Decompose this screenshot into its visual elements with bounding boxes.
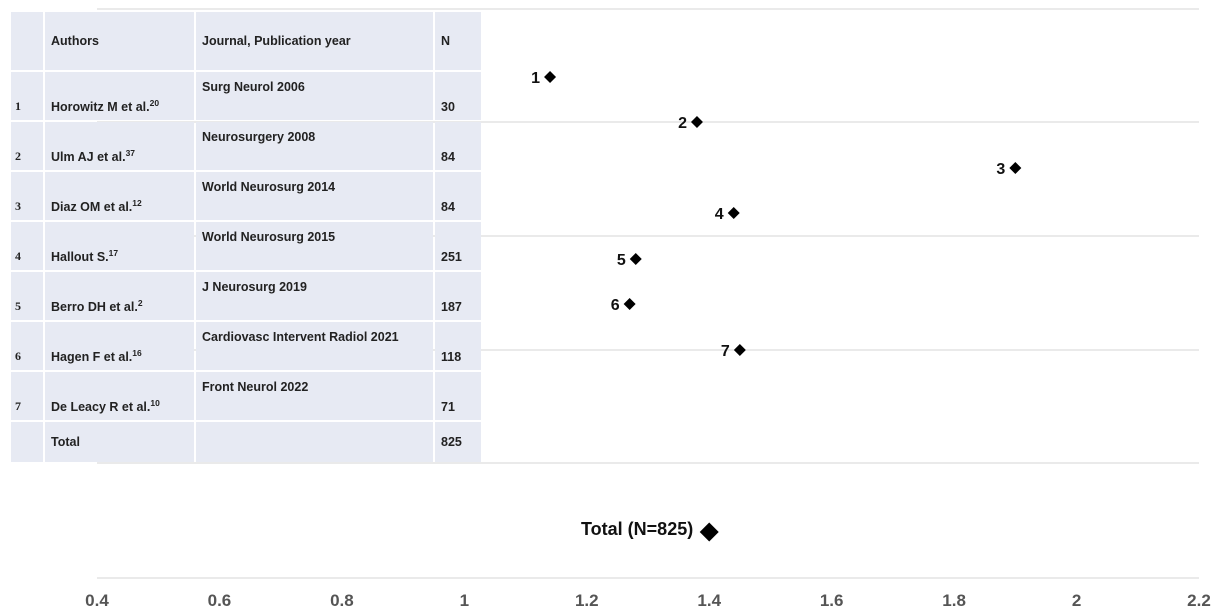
study-marker — [544, 71, 557, 83]
row-index: 1 — [11, 72, 43, 120]
row-index: 4 — [11, 222, 43, 270]
reference-number: 37 — [125, 147, 136, 158]
row-author: De Leacy R et al.10 — [45, 372, 194, 420]
study-table: Authors Journal, Publication year N 1 Hor… — [9, 10, 483, 464]
row-index: 6 — [11, 322, 43, 370]
row-journal: Neurosurgery 2008 — [196, 122, 433, 170]
x-tick-label: 2 — [1072, 591, 1081, 610]
study-marker — [629, 253, 642, 265]
study-marker-label: 1 — [531, 70, 540, 87]
study-marker — [690, 116, 703, 128]
total-journal — [196, 422, 433, 462]
study-marker-label: 6 — [611, 297, 620, 314]
total-point-group: Total (N=825) — [581, 519, 719, 542]
study-marker — [733, 344, 746, 356]
row-n: 118 — [435, 322, 481, 370]
study-marker — [727, 207, 740, 219]
row-journal: World Neurosurg 2014 — [196, 172, 433, 220]
row-author: Ulm AJ et al.37 — [45, 122, 194, 170]
table-row: 2 Ulm AJ et al.37 Neurosurgery 2008 84 — [11, 122, 481, 170]
x-tick-label: 2.2 — [1187, 591, 1211, 610]
x-tick-label: 0.6 — [208, 591, 232, 610]
table-total-row: Total 825 — [11, 422, 481, 462]
row-journal: World Neurosurg 2015 — [196, 222, 433, 270]
table-row: 4 Hallout S.17 World Neurosurg 2015 251 — [11, 222, 481, 270]
author-name: Diaz OM et al. — [51, 200, 133, 214]
reference-number: 20 — [149, 97, 160, 108]
x-tick-label: 1.8 — [942, 591, 966, 610]
author-name: Berro DH et al. — [51, 300, 138, 314]
row-n: 71 — [435, 372, 481, 420]
table-row: 3 Diaz OM et al.12 World Neurosurg 2014 84 — [11, 172, 481, 220]
study-marker-label: 3 — [996, 161, 1005, 178]
header-journal: Journal, Publication year — [196, 12, 433, 70]
row-author: Diaz OM et al.12 — [45, 172, 194, 220]
reference-number: 12 — [132, 197, 142, 208]
row-journal: Front Neurol 2022 — [196, 372, 433, 420]
row-journal: Cardiovasc Intervent Radiol 2021 — [196, 322, 433, 370]
total-marker-label: Total (N=825) — [581, 519, 693, 539]
x-tick-label: 0.4 — [85, 591, 109, 610]
study-marker-label: 7 — [721, 343, 730, 360]
header-n: N — [435, 12, 481, 70]
row-author: Berro DH et al.2 — [45, 272, 194, 320]
study-marker — [1009, 162, 1022, 174]
row-index: 3 — [11, 172, 43, 220]
study-points: 1 2 3 4 5 6 7 — [531, 70, 1022, 360]
row-index: 7 — [11, 372, 43, 420]
row-journal: J Neurosurg 2019 — [196, 272, 433, 320]
table-row: 5 Berro DH et al.2 J Neurosurg 2019 187 — [11, 272, 481, 320]
reference-number: 10 — [150, 397, 160, 408]
x-tick-label: 1.6 — [820, 591, 844, 610]
total-marker — [699, 522, 719, 542]
x-tick-label: 0.8 — [330, 591, 354, 610]
x-axis-ticks: 0.4 0.6 0.8 1 1.2 1.4 1.6 1.8 2 2.2 — [85, 591, 1211, 610]
row-journal: Surg Neurol 2006 — [196, 72, 433, 120]
author-name: Horowitz M et al. — [51, 100, 150, 114]
table-header-row: Authors Journal, Publication year N — [11, 12, 481, 70]
row-n: 187 — [435, 272, 481, 320]
table-row: 1 Horowitz M et al.20 Surg Neurol 2006 30 — [11, 72, 481, 120]
author-name: Hagen F et al. — [51, 350, 133, 364]
total-label: Total — [45, 422, 194, 462]
row-index: 5 — [11, 272, 43, 320]
row-n: 84 — [435, 122, 481, 170]
study-marker-label: 4 — [715, 206, 724, 223]
x-tick-label: 1 — [460, 591, 469, 610]
author-name: Hallout S. — [51, 250, 109, 264]
table-row: 7 De Leacy R et al.10 Front Neurol 2022 71 — [11, 372, 481, 420]
row-author: Hagen F et al.16 — [45, 322, 194, 370]
row-index: 2 — [11, 122, 43, 170]
row-author: Horowitz M et al.20 — [45, 72, 194, 120]
header-authors: Authors — [45, 12, 194, 70]
total-index — [11, 422, 43, 462]
row-n: 30 — [435, 72, 481, 120]
reference-number: 2 — [137, 297, 143, 308]
x-tick-label: 1.4 — [697, 591, 721, 610]
row-author: Hallout S.17 — [45, 222, 194, 270]
row-n: 84 — [435, 172, 481, 220]
author-name: De Leacy R et al. — [51, 400, 151, 414]
study-marker-label: 2 — [678, 115, 687, 132]
table-row: 6 Hagen F et al.16 Cardiovasc Intervent Ra… — [11, 322, 481, 370]
study-marker — [623, 298, 636, 310]
study-marker-label: 5 — [617, 252, 626, 269]
reference-number: 16 — [132, 347, 142, 358]
row-n: 251 — [435, 222, 481, 270]
x-tick-label: 1.2 — [575, 591, 599, 610]
reference-number: 17 — [108, 247, 119, 258]
author-name: Ulm AJ et al. — [51, 150, 126, 164]
total-n: 825 — [435, 422, 481, 462]
header-index — [11, 12, 43, 70]
